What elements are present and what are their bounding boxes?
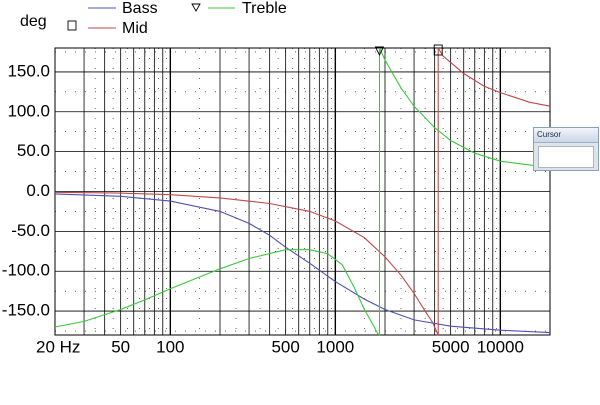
y-tick-label: 100.0 <box>7 101 50 120</box>
cursor-window-title[interactable]: Cursor <box>534 128 598 143</box>
legend: Bass Treble Mid <box>67 0 287 37</box>
series-line-treble <box>54 47 551 336</box>
x-tick-label: 500 <box>271 337 299 356</box>
x-tick-label: 5000 <box>432 337 470 356</box>
y-tick-label: -150.0 <box>2 301 50 320</box>
cursor-window[interactable]: Cursor <box>533 127 599 171</box>
y-tick-label: -100.0 <box>2 261 50 280</box>
legend-item-mid[interactable]: Mid <box>67 20 148 37</box>
cursor-readout-panel <box>538 146 594 168</box>
x-tick-labels: 20 Hz 50 100 500 1000 5000 10000 <box>36 337 524 356</box>
y-tick-labels: 150.0 100.0 50.0 0.0 -50.0 -100.0 -150.0 <box>2 61 50 319</box>
x-tick-label: 100 <box>156 337 184 356</box>
triangle-marker-icon <box>191 3 201 12</box>
x-tick-label: 1000 <box>316 337 354 356</box>
series-line-mid <box>54 47 551 336</box>
legend-label-treble: Treble <box>242 0 287 17</box>
cursor-marker-mid[interactable] <box>433 44 443 56</box>
x-tick-label: 50 <box>111 337 130 356</box>
major-grid <box>55 48 550 335</box>
y-axis-unit-label: deg <box>20 13 47 30</box>
y-tick-label: 150.0 <box>7 61 50 80</box>
marker-layer <box>374 44 443 57</box>
series-layer <box>54 47 551 336</box>
legend-item-treble[interactable]: Treble <box>191 0 287 17</box>
legend-label-bass: Bass <box>122 0 158 17</box>
x-tick-label: 20 Hz <box>36 337 80 356</box>
legend-item-bass[interactable]: Bass <box>88 0 158 17</box>
square-marker-icon <box>67 20 77 31</box>
y-tick-label: 50.0 <box>17 141 50 160</box>
plot-frame <box>54 47 551 336</box>
x-tick-label: 10000 <box>477 337 524 356</box>
y-tick-label: -50.0 <box>11 221 50 240</box>
cursor-marker-treble[interactable] <box>374 46 385 57</box>
y-tick-label: 0.0 <box>26 181 50 200</box>
legend-label-mid: Mid <box>122 20 148 37</box>
